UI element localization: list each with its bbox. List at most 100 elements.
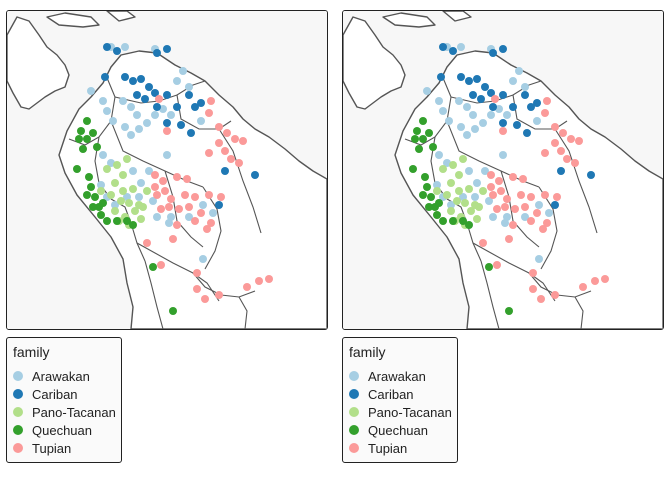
map-point-tupian[interactable] <box>205 149 213 157</box>
map-point-pano-tacanan[interactable] <box>439 165 447 173</box>
map-point-pano-tacanan[interactable] <box>139 203 147 211</box>
map-point-tupian[interactable] <box>553 193 561 201</box>
map-point-quechuan[interactable] <box>485 263 493 271</box>
map-point-arawakan[interactable] <box>435 151 443 159</box>
map-point-quechuan[interactable] <box>83 135 91 143</box>
map-point-quechuan[interactable] <box>427 193 435 201</box>
map-point-arawakan[interactable] <box>199 201 207 209</box>
map-point-tupian[interactable] <box>191 217 199 225</box>
map-point-arawakan[interactable] <box>121 123 129 131</box>
map-point-cariban[interactable] <box>221 167 229 175</box>
map-point-tupian[interactable] <box>157 205 165 213</box>
map-point-pano-tacanan[interactable] <box>453 197 461 205</box>
map-point-cariban[interactable] <box>523 129 531 137</box>
map-point-cariban[interactable] <box>191 103 199 111</box>
map-point-tupian[interactable] <box>205 191 213 199</box>
map-point-cariban[interactable] <box>499 119 507 127</box>
map-point-quechuan[interactable] <box>425 129 433 137</box>
map-point-quechuan[interactable] <box>89 129 97 137</box>
map-point-arawakan[interactable] <box>533 117 541 125</box>
map-point-cariban[interactable] <box>473 75 481 83</box>
map-point-tupian[interactable] <box>207 219 215 227</box>
map-point-tupian[interactable] <box>489 191 497 199</box>
map-point-cariban[interactable] <box>133 91 141 99</box>
map-point-arawakan[interactable] <box>145 167 153 175</box>
map-point-tupian[interactable] <box>193 285 201 293</box>
map-point-tupian[interactable] <box>215 139 223 147</box>
map-point-tupian[interactable] <box>521 203 529 211</box>
map-point-pano-tacanan[interactable] <box>443 191 451 199</box>
map-point-tupian[interactable] <box>579 283 587 291</box>
map-point-cariban[interactable] <box>185 91 193 99</box>
map-point-pano-tacanan[interactable] <box>455 187 463 195</box>
map-point-cariban[interactable] <box>509 103 517 111</box>
map-point-tupian[interactable] <box>153 191 161 199</box>
map-point-arawakan[interactable] <box>209 209 217 217</box>
map-point-arawakan[interactable] <box>457 43 465 51</box>
map-point-cariban[interactable] <box>145 83 153 91</box>
map-point-cariban[interactable] <box>187 129 195 137</box>
map-point-tupian[interactable] <box>601 275 609 283</box>
map-point-tupian[interactable] <box>175 205 183 213</box>
map-point-quechuan[interactable] <box>169 307 177 315</box>
map-point-cariban[interactable] <box>499 91 507 99</box>
map-point-cariban[interactable] <box>439 43 447 51</box>
map-point-tupian[interactable] <box>163 127 171 135</box>
map-point-pano-tacanan[interactable] <box>449 161 457 169</box>
map-point-tupian[interactable] <box>567 135 575 143</box>
map-point-arawakan[interactable] <box>471 193 479 201</box>
map-point-tupian[interactable] <box>205 109 213 117</box>
map-point-arawakan[interactable] <box>515 67 523 75</box>
map-point-tupian[interactable] <box>491 95 499 103</box>
map-point-quechuan[interactable] <box>439 217 447 225</box>
map-point-tupian[interactable] <box>543 97 551 105</box>
map-point-quechuan[interactable] <box>103 217 111 225</box>
map-point-tupian[interactable] <box>159 177 167 185</box>
map-point-arawakan[interactable] <box>485 197 493 205</box>
map-point-arawakan[interactable] <box>121 43 129 51</box>
map-point-cariban[interactable] <box>151 89 159 97</box>
map-point-tupian[interactable] <box>533 209 541 217</box>
map-point-cariban[interactable] <box>141 95 149 103</box>
map-point-quechuan[interactable] <box>419 117 427 125</box>
map-point-quechuan[interactable] <box>425 203 433 211</box>
map-point-pano-tacanan[interactable] <box>131 207 139 215</box>
map-point-quechuan[interactable] <box>433 211 441 219</box>
map-point-arawakan[interactable] <box>469 111 477 119</box>
map-point-tupian[interactable] <box>503 195 511 203</box>
map-point-arawakan[interactable] <box>143 119 151 127</box>
map-point-quechuan[interactable] <box>75 135 83 143</box>
map-point-arawakan[interactable] <box>129 167 137 175</box>
map-point-cariban[interactable] <box>129 77 137 85</box>
map-point-tupian[interactable] <box>517 191 525 199</box>
map-panel-right[interactable] <box>342 10 664 330</box>
map-point-tupian[interactable] <box>235 159 243 167</box>
map-point-tupian[interactable] <box>543 219 551 227</box>
map-point-cariban[interactable] <box>513 121 521 129</box>
map-point-arawakan[interactable] <box>197 117 205 125</box>
map-point-tupian[interactable] <box>563 155 571 163</box>
map-point-quechuan[interactable] <box>89 203 97 211</box>
map-point-tupian[interactable] <box>487 171 495 179</box>
map-point-quechuan[interactable] <box>149 263 157 271</box>
map-point-cariban[interactable] <box>163 119 171 127</box>
map-point-cariban[interactable] <box>469 91 477 99</box>
map-point-cariban[interactable] <box>103 43 111 51</box>
map-point-cariban[interactable] <box>121 73 129 81</box>
map-point-pano-tacanan[interactable] <box>459 155 467 163</box>
map-point-pano-tacanan[interactable] <box>123 155 131 163</box>
map-point-tupian[interactable] <box>551 139 559 147</box>
map-point-tupian[interactable] <box>191 193 199 201</box>
map-point-tupian[interactable] <box>505 235 513 243</box>
map-point-quechuan[interactable] <box>83 117 91 125</box>
map-point-arawakan[interactable] <box>135 193 143 201</box>
map-point-cariban[interactable] <box>551 201 559 209</box>
map-point-arawakan[interactable] <box>479 119 487 127</box>
map-point-tupian[interactable] <box>501 203 509 211</box>
map-point-tupian[interactable] <box>493 261 501 269</box>
map-point-cariban[interactable] <box>163 45 171 53</box>
map-point-tupian[interactable] <box>143 239 151 247</box>
map-point-cariban[interactable] <box>521 91 529 99</box>
map-point-quechuan[interactable] <box>79 145 87 153</box>
map-point-quechuan[interactable] <box>419 191 427 199</box>
